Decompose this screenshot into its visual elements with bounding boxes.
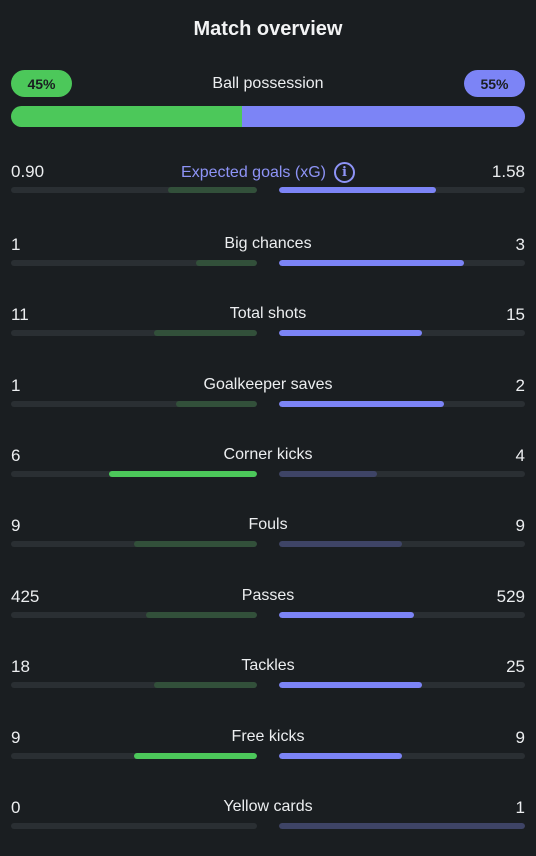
home-bar-fill xyxy=(195,260,257,266)
away-value: 9 xyxy=(515,728,525,747)
stat-label: Big chances xyxy=(11,235,525,253)
stat-row-goalkeeper-saves: 1 Goalkeeper saves 2 xyxy=(11,376,525,416)
away-value: 1.58 xyxy=(491,162,525,181)
home-bar-fill xyxy=(134,753,257,759)
home-value: 0.90 xyxy=(11,162,45,181)
home-bar-fill xyxy=(175,401,257,407)
ball-possession: 45% Ball possession 55% xyxy=(11,70,525,128)
stat-row-fouls: 9 Fouls 9 xyxy=(11,516,525,556)
stat-label-text: Tackles xyxy=(241,657,295,674)
stat-label-text: Goalkeeper saves xyxy=(203,376,333,393)
home-bar-fill xyxy=(134,541,257,547)
home-bar-fill xyxy=(146,612,257,618)
away-value: 529 xyxy=(496,587,525,606)
away-possession-badge: 55% xyxy=(464,70,525,97)
away-value: 4 xyxy=(515,446,525,465)
home-bar-fill xyxy=(168,187,257,193)
away-bar-fill xyxy=(279,823,525,829)
away-bar-track xyxy=(279,187,525,193)
stat-label-text: Total shots xyxy=(229,305,307,322)
possession-label: Ball possession xyxy=(212,75,324,92)
stat-label: Corner kicks xyxy=(11,446,525,464)
away-bar-track xyxy=(279,753,525,759)
home-bar-track xyxy=(11,187,257,193)
home-value: 0 xyxy=(11,798,21,817)
home-bar-track xyxy=(11,823,257,829)
away-bar-fill xyxy=(279,187,437,193)
away-bar-track xyxy=(279,401,525,407)
stat-row-free-kicks: 9 Free kicks 9 xyxy=(11,728,525,768)
home-bar-fill xyxy=(109,471,257,477)
home-bar-fill xyxy=(153,330,257,336)
stat-label-text: Passes xyxy=(241,587,295,604)
stat-row-corner-kicks: 6 Corner kicks 4 xyxy=(11,446,525,486)
home-bar-fill xyxy=(153,682,257,688)
stat-label: Fouls xyxy=(11,516,525,534)
home-value: 6 xyxy=(11,446,21,465)
away-value: 15 xyxy=(506,305,525,324)
stat-row-passes: 425 Passes 529 xyxy=(11,587,525,627)
stat-label: Total shots xyxy=(11,305,525,323)
away-bar-fill xyxy=(279,682,422,688)
stat-label: Free kicks xyxy=(11,728,525,746)
home-bar-track xyxy=(11,471,257,477)
home-bar-track xyxy=(11,753,257,759)
away-bar-track xyxy=(279,330,525,336)
away-value: 9 xyxy=(515,516,525,535)
page-title: Match overview xyxy=(193,18,343,40)
away-value: 3 xyxy=(515,235,525,254)
stat-row-total-shots: 11 Total shots 15 xyxy=(11,305,525,345)
home-value: 18 xyxy=(11,657,30,676)
home-value: 9 xyxy=(11,728,21,747)
stat-label-text: Fouls xyxy=(248,516,288,533)
stat-label: Passes xyxy=(11,587,525,605)
away-bar-fill xyxy=(279,330,422,336)
home-possession-segment xyxy=(11,106,243,127)
away-bar-fill xyxy=(279,401,444,407)
home-value: 11 xyxy=(11,305,29,324)
stat-label-text: Free kicks xyxy=(231,728,305,745)
stat-row-xg: 0.90 Expected goals (xG) i 1.58 xyxy=(11,162,525,202)
home-bar-track xyxy=(11,612,257,618)
info-icon[interactable]: i xyxy=(333,162,355,183)
home-value: 1 xyxy=(11,376,21,395)
stat-label: Goalkeeper saves xyxy=(11,376,525,394)
away-bar-fill xyxy=(279,260,464,266)
stat-label: Tackles xyxy=(11,657,525,675)
away-bar-fill xyxy=(279,471,378,477)
stat-row-yellow-cards: 0 Yellow cards 1 xyxy=(11,798,525,838)
home-value: 425 xyxy=(11,587,40,606)
away-bar-track xyxy=(279,612,525,618)
away-value: 1 xyxy=(515,798,525,817)
away-bar-track xyxy=(279,541,525,547)
away-bar-fill xyxy=(279,753,402,759)
home-bar-track xyxy=(11,541,257,547)
away-bar-track xyxy=(279,471,525,477)
stat-label-text: Yellow cards xyxy=(223,798,313,815)
stat-label-text: Corner kicks xyxy=(223,446,313,463)
possession-bar xyxy=(11,106,525,127)
stat-row-big-chances: 1 Big chances 3 xyxy=(11,235,525,275)
away-bar-track xyxy=(279,260,525,266)
stat-label-text: Big chances xyxy=(224,235,312,252)
away-bar-track xyxy=(279,823,525,829)
away-bar-track xyxy=(279,682,525,688)
away-bar-fill xyxy=(279,541,402,547)
away-value: 2 xyxy=(515,376,525,395)
home-possession-badge: 45% xyxy=(11,70,72,97)
stat-row-tackles: 18 Tackles 25 xyxy=(11,657,525,697)
stat-label[interactable]: Expected goals (xG) i xyxy=(11,162,525,183)
stat-label-text: Expected goals (xG) xyxy=(181,163,326,181)
home-bar-track xyxy=(11,260,257,266)
home-bar-track xyxy=(11,682,257,688)
away-possession-segment xyxy=(242,106,525,127)
home-value: 9 xyxy=(11,516,21,535)
home-bar-track xyxy=(11,330,257,336)
stat-label: Yellow cards xyxy=(11,798,525,816)
away-bar-fill xyxy=(279,612,415,618)
away-value: 25 xyxy=(506,657,525,676)
home-bar-track xyxy=(11,401,257,407)
home-value: 1 xyxy=(11,235,21,254)
